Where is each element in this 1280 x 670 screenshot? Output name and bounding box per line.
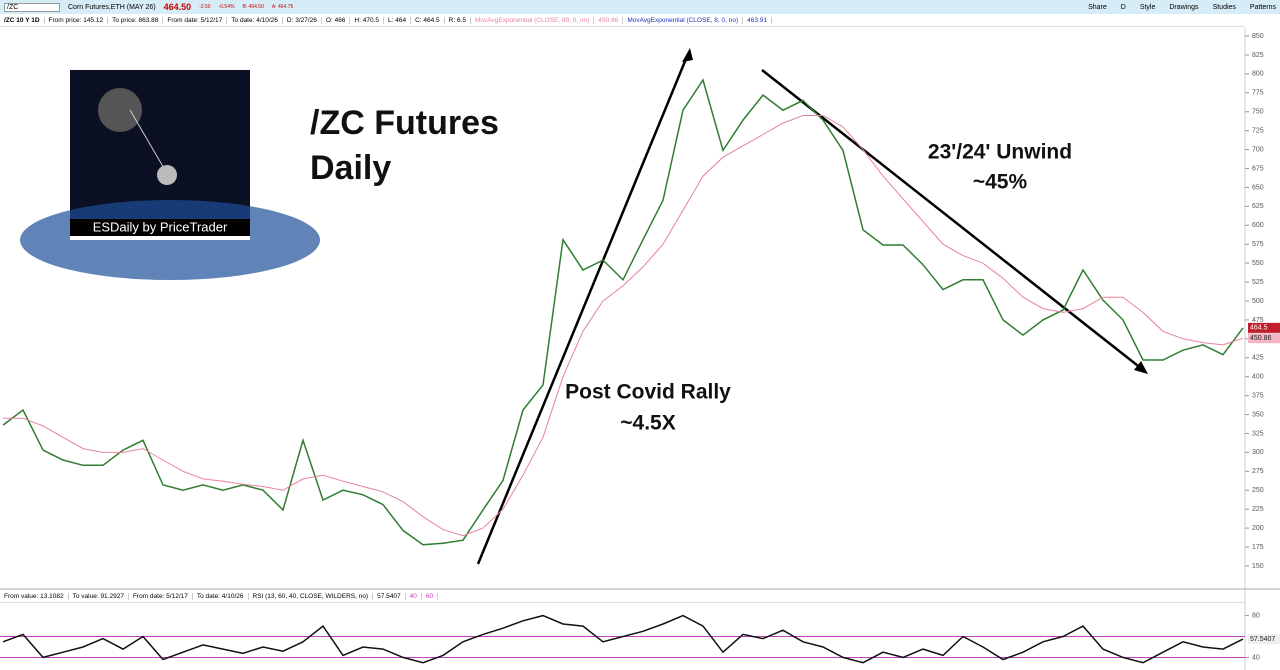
- toolbar-button[interactable]: Style: [1139, 3, 1156, 11]
- y-tick-label: 325: [1252, 430, 1264, 437]
- last-value-box: [1248, 333, 1280, 344]
- y-tick-label: 250: [1252, 487, 1264, 494]
- bid: B: 464.50: [242, 4, 264, 10]
- toolbar-button[interactable]: Share: [1088, 3, 1107, 11]
- y-tick-label: 450: [1252, 336, 1264, 343]
- y-tick-label: 425: [1252, 355, 1264, 362]
- description: Corn Futures,ETH (MAY 26): [68, 3, 156, 11]
- symbol-box[interactable]: /ZC: [4, 2, 60, 12]
- annotation: ~4.5X: [620, 412, 675, 435]
- chart-subtitle: Daily: [310, 149, 391, 187]
- chart-title: /ZC Futures: [310, 104, 499, 142]
- info-item: From date: 5/12/17: [129, 592, 193, 600]
- change-pct: -0.54%: [218, 4, 235, 10]
- y-tick-label: 650: [1252, 184, 1264, 191]
- y-tick-label: 625: [1252, 203, 1264, 210]
- last-price: 464.50: [163, 2, 192, 12]
- arrow: [476, 53, 690, 565]
- y-tick-label: 80: [1252, 612, 1260, 619]
- y-tick-label: 40: [1252, 654, 1260, 661]
- y-tick-label: 500: [1252, 298, 1264, 305]
- y-tick-label: 550: [1252, 260, 1264, 267]
- y-tick-label: 600: [1252, 222, 1264, 229]
- info-item: From value: 13.1082: [0, 592, 69, 600]
- info-item: L: 464: [384, 16, 412, 24]
- y-tick-label: 575: [1252, 241, 1264, 248]
- info-bar: /ZC 10 Y 1D From price: 145.12 To price: 8…: [0, 14, 1245, 27]
- info-item: To price: 863.88: [108, 16, 164, 24]
- toolbar-button[interactable]: Studies: [1212, 3, 1236, 11]
- rsi-info-bar: From value: 13.1082 To value: 91.2927 From…: [0, 590, 1245, 603]
- annotation: 23'/24' Unwind: [928, 141, 1072, 164]
- toolbar-button[interactable]: D: [1120, 3, 1126, 11]
- series-line: [3, 115, 1244, 537]
- study-name: MovAvgExponential (CLOSE, 8, 0, no): [623, 16, 744, 24]
- y-tick-label: 225: [1252, 506, 1264, 513]
- chart-name: /ZC 10 Y 1D: [0, 16, 45, 24]
- level: 60: [422, 592, 439, 600]
- study-value: 57.5407: [373, 592, 406, 600]
- info-item: H: 470.5: [350, 16, 384, 24]
- y-tick-label: 350: [1252, 411, 1264, 418]
- y-tick-label: 825: [1252, 52, 1264, 59]
- y-tick-label: 775: [1252, 90, 1264, 97]
- last-value-label: 57.5407: [1250, 636, 1275, 643]
- info-item: To value: 91.2927: [69, 592, 129, 600]
- y-tick-label: 725: [1252, 128, 1264, 135]
- info-item: R: 6.5: [445, 16, 471, 24]
- y-tick-label: 800: [1252, 71, 1264, 78]
- y-tick-label: 300: [1252, 449, 1264, 456]
- y-tick-label: 200: [1252, 525, 1264, 532]
- info-item: C: 464.5: [411, 16, 445, 24]
- y-tick-label: 400: [1252, 374, 1264, 381]
- y-tick-label: 150: [1252, 563, 1264, 570]
- study-name: RSI (13, 60, 40, CLOSE, WILDERS, no): [249, 592, 374, 600]
- last-value-box: [1248, 634, 1280, 645]
- info-item: To date: 4/10/26: [193, 592, 249, 600]
- y-tick-label: 475: [1252, 317, 1264, 324]
- toolbar-button[interactable]: Drawings: [1169, 3, 1199, 11]
- y-tick-label: 375: [1252, 392, 1264, 399]
- info-item: D: 3/27/26: [283, 16, 322, 24]
- logo-image: [70, 70, 250, 236]
- y-tick-label: 750: [1252, 109, 1264, 116]
- series-line: [2, 78, 1244, 546]
- y-tick-label: 675: [1252, 165, 1264, 172]
- y-tick-label: 175: [1252, 544, 1264, 551]
- info-item: From price: 145.12: [45, 16, 109, 24]
- toolbar: /ZC Corn Futures,ETH (MAY 26) 464.50 -2.…: [0, 0, 1280, 14]
- study-value: 450.86: [594, 16, 624, 24]
- annotation: Post Covid Rally: [565, 381, 731, 404]
- last-value-box: [1248, 322, 1280, 333]
- level: 40: [406, 592, 422, 600]
- series-line: [2, 614, 1244, 664]
- y-tick-label: 700: [1252, 146, 1264, 153]
- last-value-label: 450.86: [1250, 335, 1272, 342]
- info-item: To date: 4/10/26: [227, 16, 283, 24]
- change: -2.50: [199, 4, 211, 10]
- y-tick-label: 850: [1252, 33, 1264, 40]
- y-tick-label: 275: [1252, 468, 1264, 475]
- info-item: From date: 5/12/17: [163, 16, 228, 24]
- last-value-label: 464.5: [1250, 325, 1268, 332]
- study-value: 463.91: [743, 16, 773, 24]
- y-tick-label: 525: [1252, 279, 1264, 286]
- ask: A: 464.75: [271, 4, 294, 10]
- annotation: ~45%: [973, 171, 1028, 194]
- toolbar-button[interactable]: Patterns: [1249, 3, 1276, 11]
- logo-caption: ESDaily by PriceTrader: [93, 219, 228, 234]
- info-item: O: 466: [322, 16, 351, 24]
- study-name: MovAvgExponential (CLOSE, 89, 0, no): [471, 16, 595, 24]
- arrow: [761, 69, 1143, 370]
- toolbar-buttons: Share D Style Drawings Studies Patterns: [1088, 4, 1276, 11]
